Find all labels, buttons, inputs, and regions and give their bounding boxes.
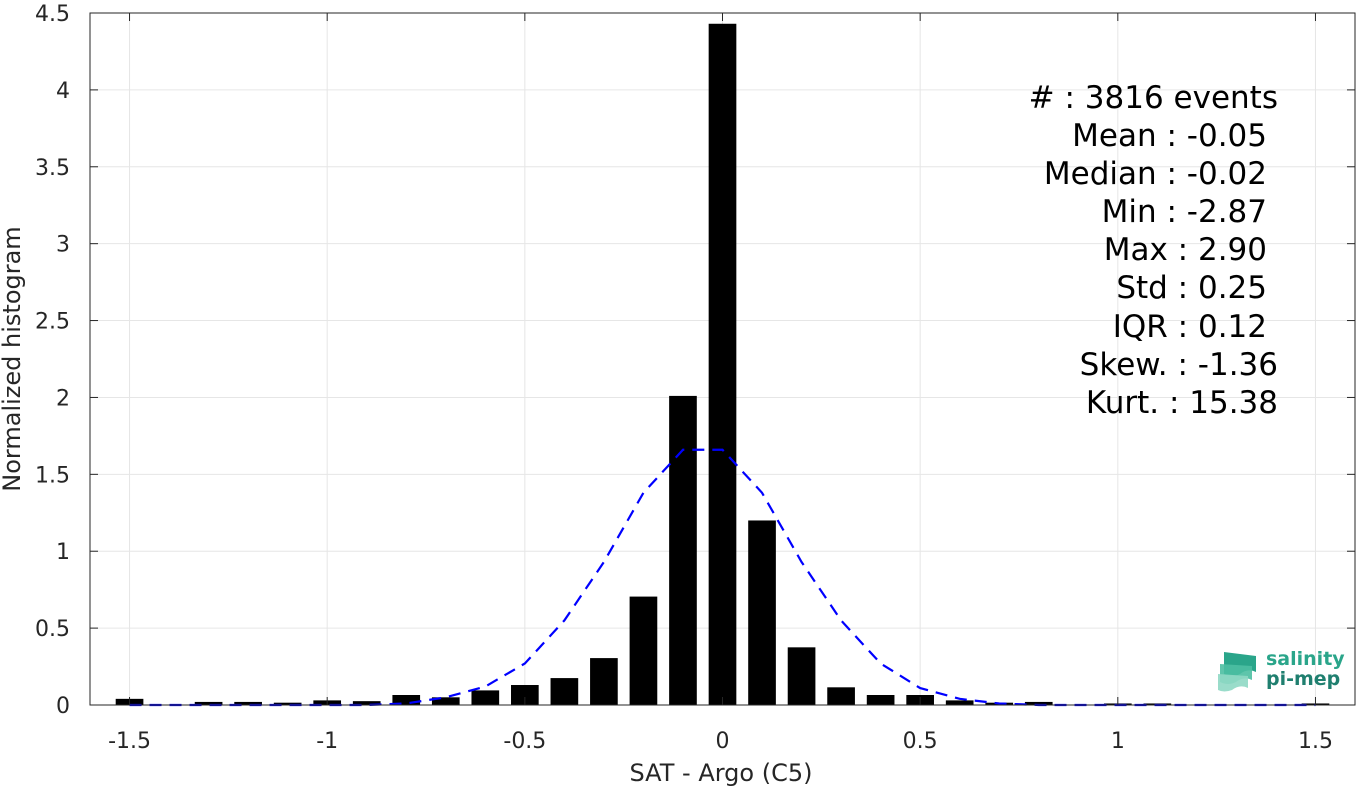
histogram-bar xyxy=(471,690,500,705)
stat-count: # : 3816 events xyxy=(1029,80,1278,116)
y-tick-label: 2.5 xyxy=(35,310,70,335)
stat-std: Std : 0.25 xyxy=(1116,270,1267,306)
histogram-bar xyxy=(866,695,895,705)
x-tick-label: 1 xyxy=(1111,729,1125,754)
histogram-bar xyxy=(787,647,816,705)
salinity-pi-mep-logo: salinity pi-mep xyxy=(1216,646,1346,696)
x-tick-label: -1 xyxy=(316,729,338,754)
histogram-bar xyxy=(1024,701,1053,705)
x-tick-label: 0 xyxy=(716,729,730,754)
stat-kurtosis: Kurt. : 15.38 xyxy=(1086,385,1278,421)
histogram-bar xyxy=(945,700,974,705)
histogram-bar xyxy=(392,695,421,705)
x-axis-ticks: -1.5 -1 -0.5 0 0.5 1 1.5 xyxy=(108,13,1333,754)
histogram-bar xyxy=(234,701,262,705)
histogram-bar xyxy=(669,395,697,705)
x-tick-label: -0.5 xyxy=(503,729,546,754)
ocean-waves-icon xyxy=(1218,652,1256,692)
stat-mean: Mean : -0.05 xyxy=(1072,118,1267,154)
histogram-bar xyxy=(708,23,737,705)
x-tick-label: 1.5 xyxy=(1298,729,1333,754)
y-tick-label: 4 xyxy=(56,79,70,104)
y-tick-label: 1 xyxy=(56,540,70,565)
histogram-bar xyxy=(431,697,460,705)
stat-iqr: IQR : 0.12 xyxy=(1113,309,1267,345)
x-axis-title: SAT - Argo (C5) xyxy=(630,759,813,787)
histogram-bar xyxy=(511,685,539,705)
y-tick-label: 3 xyxy=(56,233,70,258)
stat-median: Median : -0.02 xyxy=(1044,156,1267,192)
histogram-bar xyxy=(590,658,618,705)
x-tick-label: 0.5 xyxy=(903,729,938,754)
y-tick-label: 0.5 xyxy=(35,617,70,642)
y-tick-label: 0 xyxy=(56,694,70,719)
y-tick-label: 2 xyxy=(56,386,70,411)
histogram-bar xyxy=(273,702,302,705)
y-axis-ticks: 0 0.5 1 1.5 2 2.5 3 3.5 4 4.5 xyxy=(35,2,1355,719)
histogram-bar xyxy=(748,520,776,705)
histogram-bar xyxy=(629,596,658,705)
histogram-bar xyxy=(352,701,381,705)
histogram-bar xyxy=(550,678,579,705)
y-tick-label: 3.5 xyxy=(35,156,70,181)
logo-text-pi-mep: pi-mep xyxy=(1266,668,1341,690)
x-tick-label: -1.5 xyxy=(108,729,151,754)
histogram-bar xyxy=(827,687,855,705)
y-axis-title: Normalized histogram xyxy=(0,226,26,491)
stat-skewness: Skew. : -1.36 xyxy=(1080,347,1278,383)
logo-text-salinity: salinity xyxy=(1266,648,1345,670)
stat-min: Min : -2.87 xyxy=(1102,194,1267,230)
y-tick-label: 1.5 xyxy=(35,463,70,488)
histogram-bar xyxy=(194,701,223,705)
stat-max: Max : 2.90 xyxy=(1104,232,1267,268)
bars xyxy=(115,23,1330,705)
statistics-annotation: # : 3816 events Mean : -0.05 Median : -0… xyxy=(1029,80,1278,421)
y-tick-label: 4.5 xyxy=(35,2,70,27)
